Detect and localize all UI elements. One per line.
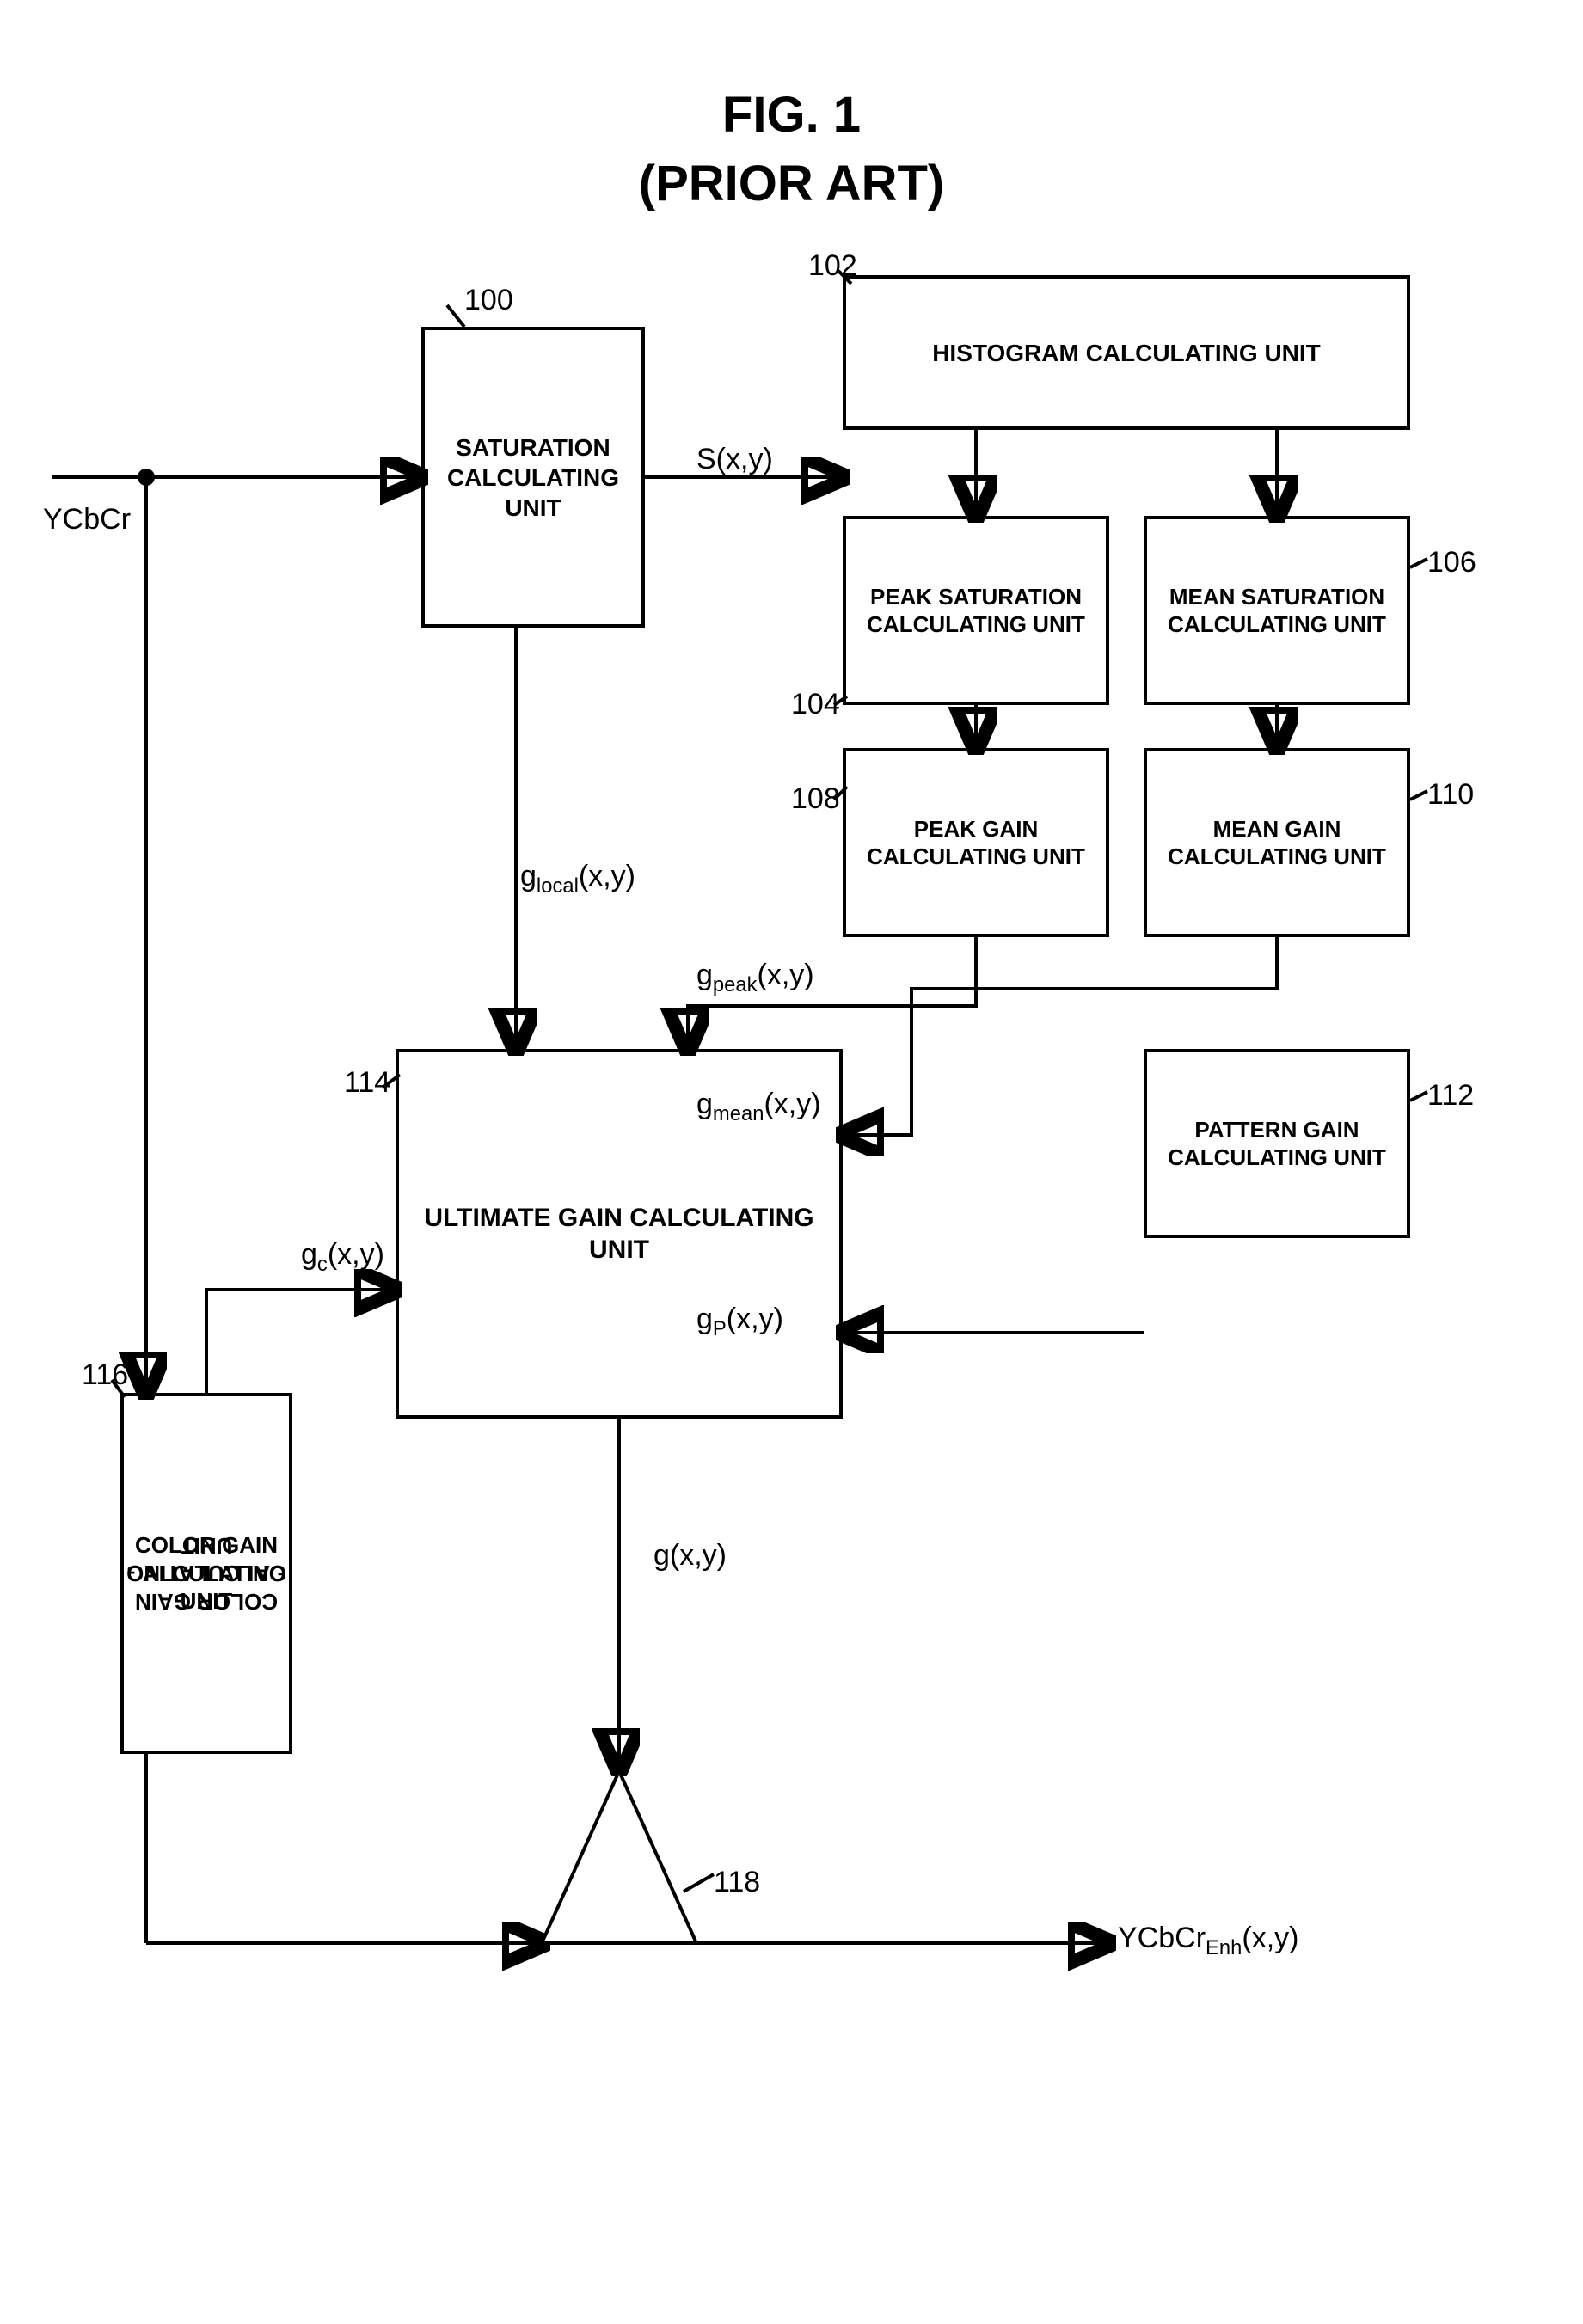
signal-glocal: glocal(x,y) bbox=[520, 860, 635, 898]
signal-S: S(x,y) bbox=[696, 443, 773, 476]
ref-100: 100 bbox=[464, 284, 513, 317]
signal-gc: gc(x,y) bbox=[301, 1238, 384, 1277]
block-pattern-gain: PATTERN GAIN CALCULATING UNIT bbox=[1144, 1049, 1410, 1238]
ref-102: 102 bbox=[808, 249, 857, 283]
ref-108: 108 bbox=[791, 782, 840, 816]
ref-116: 116 bbox=[82, 1358, 128, 1392]
signal-g: g(x,y) bbox=[653, 1539, 727, 1573]
figure-title-2: (PRIOR ART) bbox=[639, 155, 944, 212]
block-color-gain-text: COLOR GAIN CALCULATING UNIT bbox=[120, 1393, 292, 1754]
ref-118: 118 bbox=[714, 1866, 760, 1899]
block-histogram: HISTOGRAM CALCULATING UNIT bbox=[843, 275, 1410, 430]
ref-110: 110 bbox=[1427, 778, 1474, 812]
block-mean-saturation: MEAN SATURATION CALCULATING UNIT bbox=[1144, 516, 1410, 705]
block-peak-gain: PEAK GAIN CALCULATING UNIT bbox=[843, 748, 1109, 937]
ref-104: 104 bbox=[791, 688, 840, 721]
block-peak-saturation: PEAK SATURATION CALCULATING UNIT bbox=[843, 516, 1109, 705]
block-saturation: SATURATION CALCULATING UNIT bbox=[421, 327, 645, 628]
ref-114: 114 bbox=[344, 1066, 390, 1100]
ref-106: 106 bbox=[1427, 546, 1476, 579]
signal-gP: gP(x,y) bbox=[696, 1303, 783, 1341]
output-label: YCbCrEnh(x,y) bbox=[1118, 1922, 1298, 1960]
input-label: YCbCr bbox=[43, 503, 131, 537]
signal-gpeak: gpeak(x,y) bbox=[696, 959, 814, 997]
ref-112: 112 bbox=[1427, 1079, 1474, 1113]
diagram-canvas: FIG. 1 (PRIOR ART) SATURATION CALCULATIN… bbox=[34, 34, 1549, 2290]
signal-gmean: gmean(x,y) bbox=[696, 1088, 821, 1126]
figure-title-1: FIG. 1 bbox=[722, 86, 861, 144]
block-mean-gain: MEAN GAIN CALCULATING UNIT bbox=[1144, 748, 1410, 937]
